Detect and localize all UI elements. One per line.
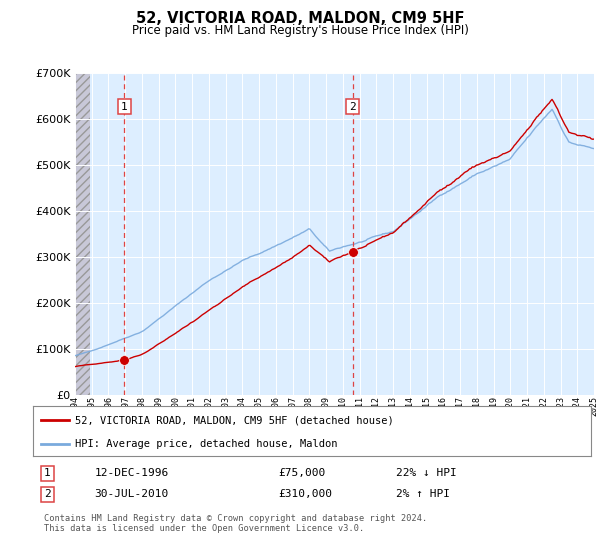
Text: 2: 2 [349,101,356,111]
Text: 52, VICTORIA ROAD, MALDON, CM9 5HF: 52, VICTORIA ROAD, MALDON, CM9 5HF [136,11,464,26]
Text: Price paid vs. HM Land Registry's House Price Index (HPI): Price paid vs. HM Land Registry's House … [131,24,469,36]
Text: 1: 1 [44,468,51,478]
Text: 2: 2 [44,489,51,500]
Text: 22% ↓ HPI: 22% ↓ HPI [396,468,457,478]
Bar [75,73,90,395]
Text: £310,000: £310,000 [278,489,332,500]
Text: Contains HM Land Registry data © Crown copyright and database right 2024.
This d: Contains HM Land Registry data © Crown c… [44,514,427,533]
Text: HPI: Average price, detached house, Maldon: HPI: Average price, detached house, Mald… [75,439,337,449]
Text: 12-DEC-1996: 12-DEC-1996 [94,468,169,478]
Text: £75,000: £75,000 [278,468,326,478]
Text: 30-JUL-2010: 30-JUL-2010 [94,489,169,500]
Text: 52, VICTORIA ROAD, MALDON, CM9 5HF (detached house): 52, VICTORIA ROAD, MALDON, CM9 5HF (deta… [75,415,394,425]
Text: 2% ↑ HPI: 2% ↑ HPI [396,489,450,500]
Text: 1: 1 [121,101,128,111]
